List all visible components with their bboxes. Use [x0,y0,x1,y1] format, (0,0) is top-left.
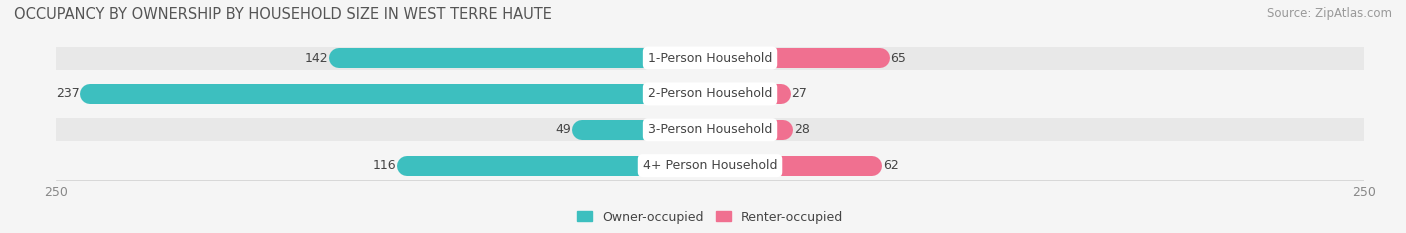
Text: 65: 65 [890,51,907,65]
Text: 116: 116 [373,159,396,172]
Bar [56,154,1364,177]
Bar [56,47,1364,69]
Text: 3-Person Household: 3-Person Household [648,123,772,136]
Text: 237: 237 [56,87,80,100]
Text: 28: 28 [794,123,810,136]
Bar [56,82,1364,105]
Text: 27: 27 [792,87,807,100]
Bar [56,118,1364,141]
Text: Source: ZipAtlas.com: Source: ZipAtlas.com [1267,7,1392,20]
Legend: Owner-occupied, Renter-occupied: Owner-occupied, Renter-occupied [572,206,848,229]
Text: 49: 49 [555,123,571,136]
Text: 4+ Person Household: 4+ Person Household [643,159,778,172]
Text: 142: 142 [305,51,328,65]
Text: 2-Person Household: 2-Person Household [648,87,772,100]
Text: 62: 62 [883,159,898,172]
Text: OCCUPANCY BY OWNERSHIP BY HOUSEHOLD SIZE IN WEST TERRE HAUTE: OCCUPANCY BY OWNERSHIP BY HOUSEHOLD SIZE… [14,7,553,22]
Text: 1-Person Household: 1-Person Household [648,51,772,65]
